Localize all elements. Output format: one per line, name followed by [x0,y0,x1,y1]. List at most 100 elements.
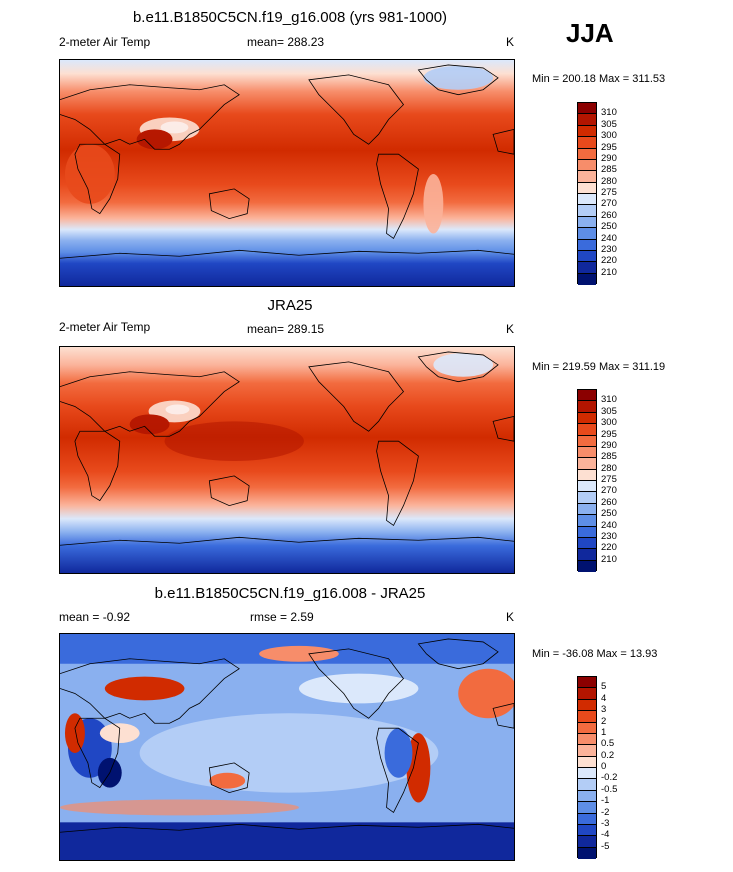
colorbar-label: 1 [601,726,607,738]
panel3-features [60,634,514,860]
colorbar-swatch [578,194,596,206]
colorbar-label: 310 [601,107,617,119]
colorbar-label: 0 [601,761,607,772]
panel2-units-label: K [506,322,515,336]
colorbar-swatch [578,711,596,723]
colorbar-swatch [578,205,596,217]
colorbar-label: -1 [601,795,610,807]
colorbar-label: -0.2 [601,772,618,784]
colorbar-label: -2 [601,806,610,818]
colorbar-label: 290 [601,152,617,164]
panel3-map [59,633,515,861]
panel2-colorbar [577,389,597,572]
colorbar-label: 0.5 [601,738,615,750]
panel1-map [59,59,515,287]
colorbar-swatch [578,401,596,413]
colorbar-label: 305 [601,405,617,417]
colorbar-swatch [578,159,596,172]
colorbar-label: -3 [601,817,610,829]
colorbar-swatch [578,481,596,493]
colorbar-swatch [578,688,596,700]
panel2-features [129,352,494,461]
colorbar-label: 275 [601,474,617,485]
colorbar-swatch [578,216,596,229]
panel1-coastlines [60,64,514,259]
colorbar-swatch [578,148,596,160]
colorbar-swatch [578,458,596,470]
colorbar-label: 0.2 [601,749,615,761]
colorbar-swatch [578,125,596,138]
colorbar-swatch [578,412,596,425]
colorbar-swatch [578,722,596,734]
panel1-field [60,60,514,286]
colorbar-swatch [578,790,596,803]
panel3-minmax: Min = -36.08 Max = 13.93 [532,648,658,660]
colorbar-swatch [578,503,596,516]
colorbar-label: 290 [601,439,617,451]
colorbar-label: 220 [601,255,617,267]
colorbar-swatch [578,435,596,447]
panel1-colorbar [577,102,597,285]
colorbar-swatch [578,813,596,825]
panel2-variable-label: 2-meter Air Temp [59,320,151,334]
colorbar-label: 270 [601,485,617,497]
panel2-minmax: Min = 219.59 Max = 311.19 [532,361,666,373]
panel3-colorbar [577,676,597,859]
colorbar-swatch [578,492,596,504]
colorbar-swatch [578,390,596,402]
panel3-mean-label: mean = -0.92 [59,610,131,624]
colorbar-swatch [578,114,596,126]
colorbar-label: 300 [601,130,617,142]
colorbar-label: 2 [601,715,607,727]
colorbar-swatch [578,768,596,780]
panel1-title: b.e11.B1850C5CN.f19_g16.008 (yrs 981-100… [132,9,448,26]
colorbar-swatch [578,228,596,240]
panel2-title: JRA25 [267,297,313,314]
colorbar-swatch [578,677,596,689]
colorbar-swatch [578,469,596,481]
colorbar-swatch [578,756,596,768]
colorbar-label: 210 [601,553,617,565]
panel3-title: b.e11.B1850C5CN.f19_g16.008 - JRA25 [154,585,426,602]
colorbar-label: 280 [601,462,617,474]
panel2-field [60,347,514,573]
colorbar-swatch [578,824,596,837]
panel1-variable-label: 2-meter Air Temp [59,35,151,49]
panel1-units-label: K [506,35,515,49]
colorbar-swatch [578,103,596,115]
colorbar-swatch [578,836,596,848]
colorbar-label: 220 [601,542,617,554]
colorbar-swatch [578,733,596,746]
panel3-units-label: K [506,610,515,624]
colorbar-swatch [578,560,596,572]
colorbar-label: 230 [601,243,617,255]
colorbar-swatch [578,526,596,538]
colorbar-swatch [578,137,596,149]
colorbar-label: 250 [601,508,617,520]
colorbar-label: 250 [601,221,617,233]
colorbar-swatch [578,250,596,263]
colorbar-label: 285 [601,451,617,463]
colorbar-label: 310 [601,394,617,406]
panel1-features [64,65,494,234]
colorbar-label: 5 [601,681,607,693]
season-label: JJA [566,18,614,48]
colorbar-label: 295 [601,428,617,440]
colorbar-label: 3 [601,704,607,716]
colorbar-label: 230 [601,530,617,542]
colorbar-swatch [578,446,596,459]
colorbar-label: 295 [601,141,617,153]
colorbar-swatch [578,745,596,757]
colorbar-swatch [578,171,596,183]
colorbar-label: 300 [601,417,617,429]
colorbar-label: 285 [601,164,617,176]
panel2-mean-label: mean= 289.15 [247,322,325,336]
panel2-map [59,346,515,574]
colorbar-label: 260 [601,209,617,221]
colorbar-label: 210 [601,266,617,278]
colorbar-label: 280 [601,175,617,187]
colorbar-label: -0.5 [601,783,618,795]
colorbar-swatch [578,182,596,194]
panel1-mean-label: mean= 288.23 [247,35,325,49]
colorbar-label: -4 [601,829,610,841]
